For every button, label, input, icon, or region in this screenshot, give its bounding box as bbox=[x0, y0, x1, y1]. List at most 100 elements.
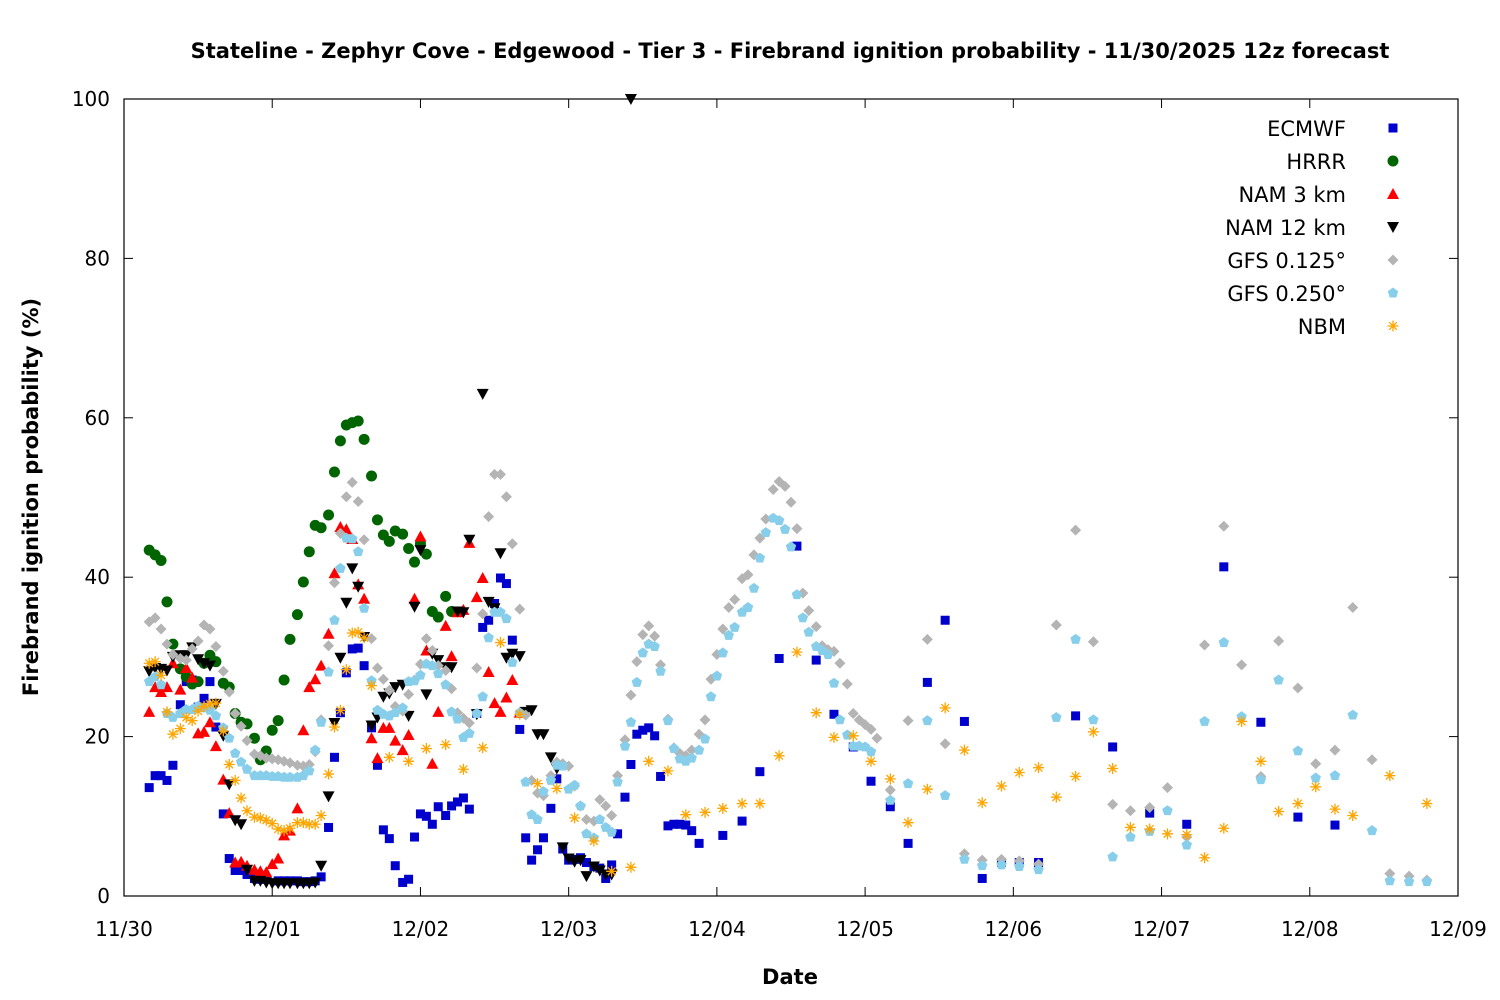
point-gfs-0-125 bbox=[483, 511, 495, 523]
point-ecmwf bbox=[384, 834, 394, 844]
point-nbm bbox=[223, 758, 235, 770]
legend-label-gfs-0-125: GFS 0.125° bbox=[1227, 249, 1346, 273]
point-nam-12-km bbox=[352, 581, 365, 593]
point-nam-3-km bbox=[500, 691, 513, 703]
point-gfs-0-250 bbox=[865, 746, 877, 757]
point-gfs-0-250 bbox=[606, 826, 617, 837]
point-gfs-0-125 bbox=[1161, 782, 1173, 794]
point-gfs-0-125 bbox=[871, 732, 883, 744]
point-nam-3-km bbox=[402, 729, 415, 741]
point-ecmwf bbox=[774, 653, 784, 663]
point-gfs-0-250 bbox=[699, 733, 711, 744]
point-gfs-0-125 bbox=[303, 758, 315, 770]
point-gfs-0-250 bbox=[495, 606, 506, 617]
y-tick-label: 80 bbox=[85, 246, 110, 270]
point-hrrr bbox=[303, 546, 315, 558]
y-tick-label: 40 bbox=[85, 565, 110, 589]
y-tick-label: 100 bbox=[72, 87, 110, 111]
point-ecmwf bbox=[433, 802, 443, 812]
point-gfs-0-125 bbox=[1144, 802, 1156, 814]
point-ecmwf bbox=[378, 825, 388, 835]
point-nam-3-km bbox=[396, 744, 409, 756]
point-gfs-0-250 bbox=[996, 859, 1007, 870]
point-nbm bbox=[155, 669, 167, 681]
point-ecmwf bbox=[521, 833, 531, 843]
point-gfs-0-250 bbox=[939, 790, 951, 801]
point-gfs-0-125 bbox=[403, 688, 415, 700]
point-nam-3-km bbox=[209, 740, 222, 752]
point-nbm bbox=[847, 730, 859, 742]
point-gfs-0-250 bbox=[427, 660, 438, 671]
point-nbm bbox=[939, 702, 951, 714]
point-gfs-0-125 bbox=[323, 640, 335, 652]
point-gfs-0-250 bbox=[1421, 876, 1433, 887]
point-gfs-0-125 bbox=[1310, 758, 1322, 770]
point-gfs-0-250 bbox=[791, 589, 803, 600]
point-nam-3-km bbox=[476, 571, 489, 583]
point-ecmwf bbox=[620, 792, 630, 802]
point-ecmwf bbox=[1256, 717, 1266, 727]
point-ecmwf bbox=[324, 822, 334, 832]
point-gfs-0-125 bbox=[1329, 744, 1341, 756]
y-tick-label: 20 bbox=[85, 725, 110, 749]
point-nam-12-km bbox=[235, 819, 248, 831]
point-gfs-0-250 bbox=[304, 765, 315, 776]
point-ecmwf bbox=[581, 858, 591, 868]
point-ecmwf bbox=[404, 874, 414, 884]
point-nbm bbox=[186, 715, 198, 727]
point-ecmwf bbox=[458, 793, 468, 803]
legend-label-ecmwf: ECMWF bbox=[1267, 117, 1346, 141]
point-gfs-0-250 bbox=[569, 779, 580, 790]
point-gfs-0-125 bbox=[346, 476, 358, 488]
point-gfs-0-125 bbox=[500, 491, 512, 503]
point-nbm bbox=[1124, 821, 1136, 833]
point-ecmwf bbox=[168, 760, 178, 770]
point-gfs-0-250 bbox=[637, 647, 649, 658]
legend-label-nbm: NBM bbox=[1298, 315, 1346, 339]
axis-ticks: 11/30 12/01 12/02 12/03 12/04 12/05 12/06 12/07… bbox=[72, 87, 1487, 941]
point-hrrr bbox=[323, 509, 335, 521]
point-nam-12-km bbox=[562, 853, 575, 865]
point-nbm bbox=[958, 744, 970, 756]
point-nbm bbox=[976, 797, 988, 809]
point-hrrr bbox=[432, 611, 444, 623]
point-hrrr bbox=[420, 548, 432, 560]
x-tick-label: 12/06 bbox=[985, 917, 1043, 941]
point-nam-12-km bbox=[580, 871, 593, 883]
point-gfs-0-125 bbox=[383, 684, 395, 696]
point-hrrr bbox=[272, 715, 284, 727]
point-nbm bbox=[420, 743, 432, 755]
point-gfs-0-125 bbox=[229, 707, 241, 719]
point-nam-12-km bbox=[192, 654, 205, 666]
point-nam-12-km bbox=[414, 545, 427, 557]
x-tick-label: 12/02 bbox=[392, 917, 450, 941]
point-ecmwf bbox=[922, 677, 932, 687]
point-gfs-0-250 bbox=[315, 716, 327, 727]
point-nam-12-km bbox=[223, 779, 236, 791]
point-gfs-0-250 bbox=[532, 813, 543, 824]
point-gfs-0-250 bbox=[748, 582, 760, 593]
point-nam-12-km bbox=[500, 652, 513, 664]
y-axis-label: Firebrand ignition probability (%) bbox=[19, 298, 43, 696]
point-gfs-0-125 bbox=[841, 678, 853, 690]
point-gfs-0-125 bbox=[514, 603, 526, 615]
point-nam-3-km bbox=[198, 725, 211, 737]
point-gfs-0-250 bbox=[464, 727, 475, 738]
point-hrrr bbox=[358, 433, 370, 445]
x-tick-label: 12/07 bbox=[1133, 917, 1191, 941]
point-nbm bbox=[1255, 755, 1267, 767]
point-nbm bbox=[352, 626, 364, 638]
point-hrrr bbox=[328, 466, 340, 478]
point-nbm bbox=[995, 780, 1007, 792]
point-gfs-0-125 bbox=[779, 480, 791, 492]
point-gfs-0-250 bbox=[693, 744, 705, 755]
point-nam-3-km bbox=[358, 592, 371, 604]
point-gfs-0-125 bbox=[506, 538, 518, 550]
point-gfs-0-125 bbox=[1124, 805, 1136, 817]
point-gfs-0-125 bbox=[767, 484, 779, 496]
point-ecmwf bbox=[347, 644, 357, 654]
point-gfs-0-250 bbox=[241, 763, 253, 774]
point-gfs-0-250 bbox=[1292, 745, 1304, 756]
point-nam-12-km bbox=[340, 597, 353, 609]
